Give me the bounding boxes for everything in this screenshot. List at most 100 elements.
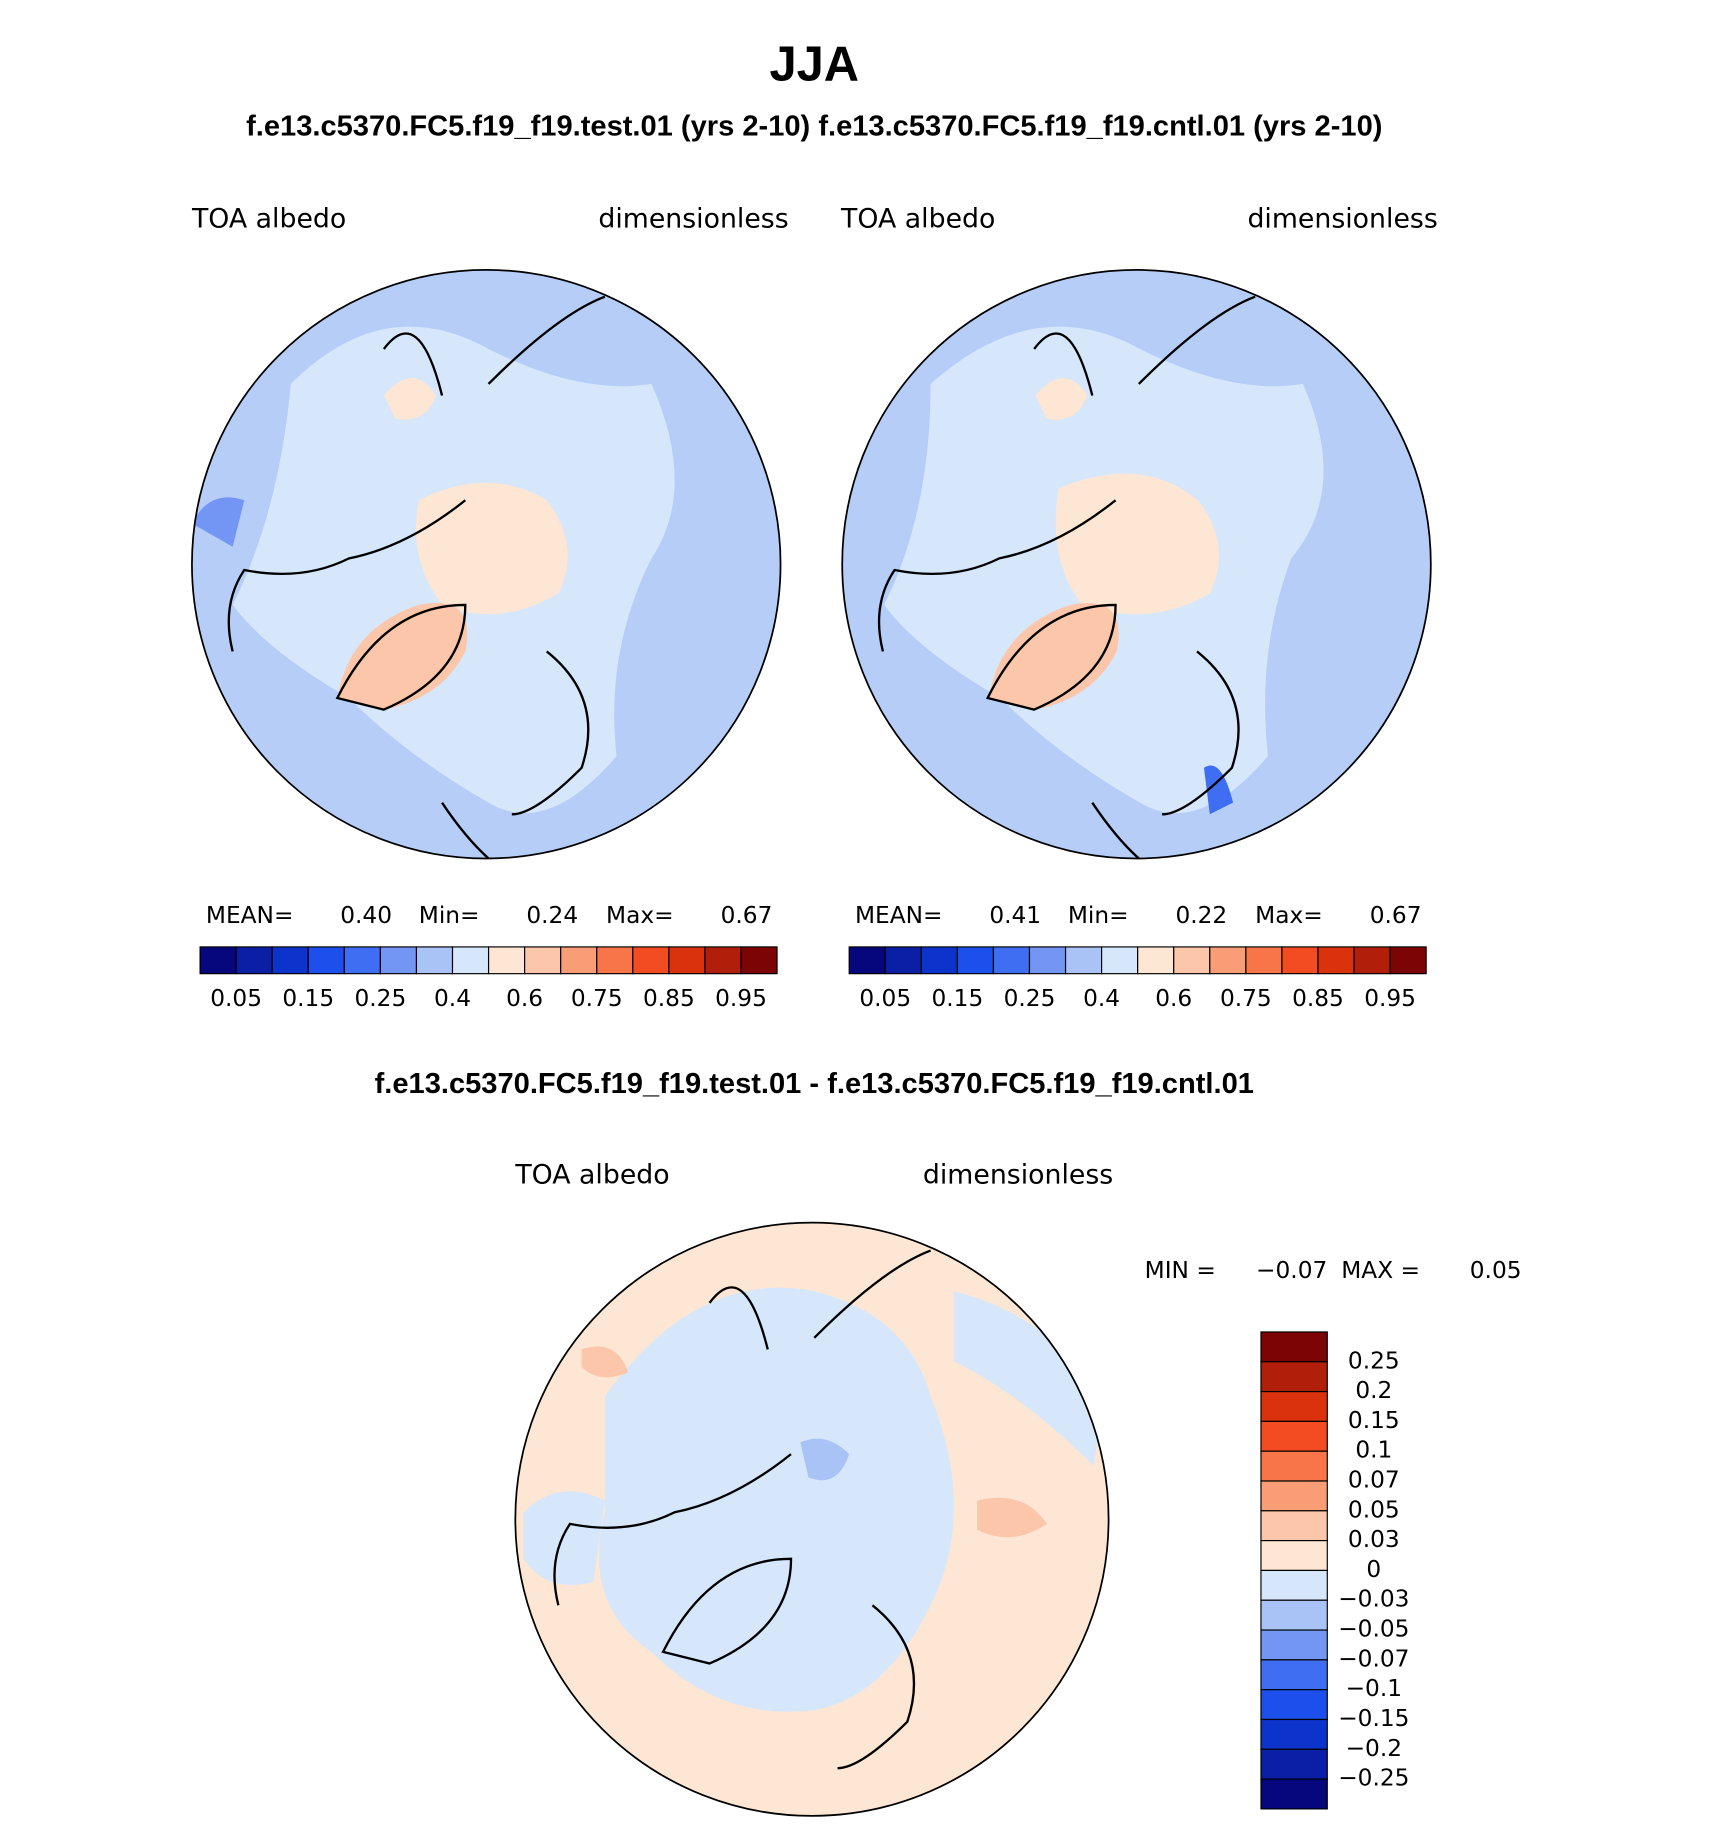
right-label: dimensionless — [1247, 203, 1437, 234]
colorbar-box — [307, 946, 345, 975]
coastline — [877, 295, 1256, 860]
colorbar-box — [632, 946, 670, 975]
colorbar-label: 0.1 — [1355, 1437, 1392, 1464]
colorbar-label: 0.75 — [1220, 985, 1272, 1012]
colorbar-box — [1260, 1718, 1328, 1750]
colorbar-label: 0.95 — [1364, 985, 1416, 1012]
title: JJA — [769, 37, 859, 91]
colorbar-box — [1260, 1629, 1328, 1661]
colorbar-box — [1317, 946, 1355, 975]
colorbar-box — [379, 946, 418, 975]
colorbar-box — [343, 946, 381, 975]
colorbar-label: 0.15 — [282, 985, 334, 1012]
map — [191, 269, 781, 859]
right-label: dimensionless — [923, 1160, 1113, 1191]
colorbar-label: 0.15 — [1348, 1407, 1400, 1434]
map — [842, 269, 1431, 859]
subtitle: f.e13.c5370.FC5.f19_f19.test.01 (yrs 2-1… — [246, 111, 1382, 143]
colorbar-box — [956, 946, 995, 975]
colorbar-box — [1260, 1450, 1328, 1482]
diff-title: f.e13.c5370.FC5.f19_f19.test.01 - f.e13.… — [375, 1068, 1254, 1100]
colorbar-box — [1245, 946, 1283, 975]
stat-label: 0.05 — [1470, 1257, 1522, 1284]
colorbar-box — [1260, 1778, 1328, 1810]
colorbar-box — [271, 946, 309, 975]
map-border — [514, 1221, 1110, 1817]
stat-label: Min= — [1068, 902, 1129, 929]
stat-label: 0.67 — [1370, 902, 1422, 929]
colorbar-box — [704, 946, 742, 975]
colorbar-box — [1389, 946, 1427, 975]
coastline — [227, 295, 606, 860]
colorbar-box — [1173, 946, 1211, 975]
colorbar-box — [199, 946, 237, 975]
colorbar-label: 0.25 — [354, 985, 406, 1012]
colorbar-label: 0.03 — [1348, 1526, 1400, 1553]
colorbar-label: −0.2 — [1346, 1735, 1402, 1762]
colorbar-label: 0.75 — [571, 985, 623, 1012]
colorbar-box — [1260, 1390, 1328, 1422]
stat-label: Max= — [606, 902, 674, 929]
colorbar-box — [1028, 946, 1067, 975]
colorbar-label: 0.85 — [1292, 985, 1344, 1012]
colorbar-box — [1260, 1331, 1328, 1363]
stat-label: 0.40 — [340, 902, 392, 929]
colorbar-label: −0.03 — [1338, 1586, 1409, 1613]
colorbar-box — [1281, 946, 1319, 975]
colorbar-label: 0 — [1366, 1556, 1381, 1583]
colorbar-box — [992, 946, 1031, 975]
colorbar-box — [884, 946, 922, 975]
colorbar-box — [920, 946, 958, 975]
colorbar-box — [1260, 1659, 1328, 1691]
colorbar-box — [1260, 1361, 1328, 1393]
map-border — [841, 269, 1432, 860]
left-label: TOA albedo — [191, 203, 346, 234]
stat-label: 0.24 — [526, 902, 578, 929]
colorbar-label: 0.85 — [643, 985, 695, 1012]
colorbar-label: −0.1 — [1346, 1675, 1402, 1702]
colorbar-label: 0.05 — [1348, 1496, 1400, 1523]
colorbar-label: 0.07 — [1348, 1467, 1400, 1494]
stat-label: Min= — [419, 902, 480, 929]
colorbar-box — [1260, 1420, 1328, 1452]
colorbar-label: 0.05 — [859, 985, 911, 1012]
colorbar-label: −0.15 — [1338, 1705, 1409, 1732]
colorbar-box — [1064, 946, 1103, 975]
colorbar-label: 0.95 — [715, 985, 767, 1012]
map — [515, 1222, 1109, 1816]
colorbar-box — [1260, 1540, 1328, 1572]
right-label: dimensionless — [598, 203, 788, 234]
colorbar-box — [596, 946, 634, 975]
stat-label: MAX = — [1341, 1257, 1420, 1284]
colorbar-box — [1260, 1510, 1328, 1542]
colorbar-box — [487, 946, 526, 975]
stat-label: MEAN= — [206, 902, 294, 929]
colorbar-box — [1260, 1748, 1328, 1780]
stat-label: 0.41 — [989, 902, 1041, 929]
colorbar-label: 0.4 — [1083, 985, 1120, 1012]
colorbar-box — [451, 946, 490, 975]
stat-label: −0.07 — [1256, 1257, 1327, 1284]
stat-label: MEAN= — [855, 902, 943, 929]
colorbar-label: −0.25 — [1338, 1765, 1409, 1792]
colorbar-box — [1260, 1480, 1328, 1512]
colorbar-label: 0.4 — [434, 985, 471, 1012]
map-border — [191, 269, 782, 860]
left-label: TOA albedo — [840, 203, 995, 234]
colorbar-box — [415, 946, 454, 975]
colorbar-box — [740, 946, 778, 975]
colorbar-box — [1209, 946, 1247, 975]
colorbar-label: 0.6 — [1155, 985, 1192, 1012]
colorbar-label: 0.05 — [210, 985, 262, 1012]
colorbar-box — [524, 946, 562, 975]
colorbar-label: 0.6 — [506, 985, 543, 1012]
colorbar-label: −0.07 — [1338, 1645, 1409, 1672]
colorbar-label: 0.25 — [1004, 985, 1056, 1012]
colorbar-box — [848, 946, 886, 975]
colorbar-label: −0.05 — [1338, 1616, 1409, 1643]
colorbar-box — [1137, 946, 1175, 975]
colorbar-box — [1353, 946, 1391, 975]
stat-label: Max= — [1255, 902, 1323, 929]
left-label: TOA albedo — [514, 1160, 669, 1191]
